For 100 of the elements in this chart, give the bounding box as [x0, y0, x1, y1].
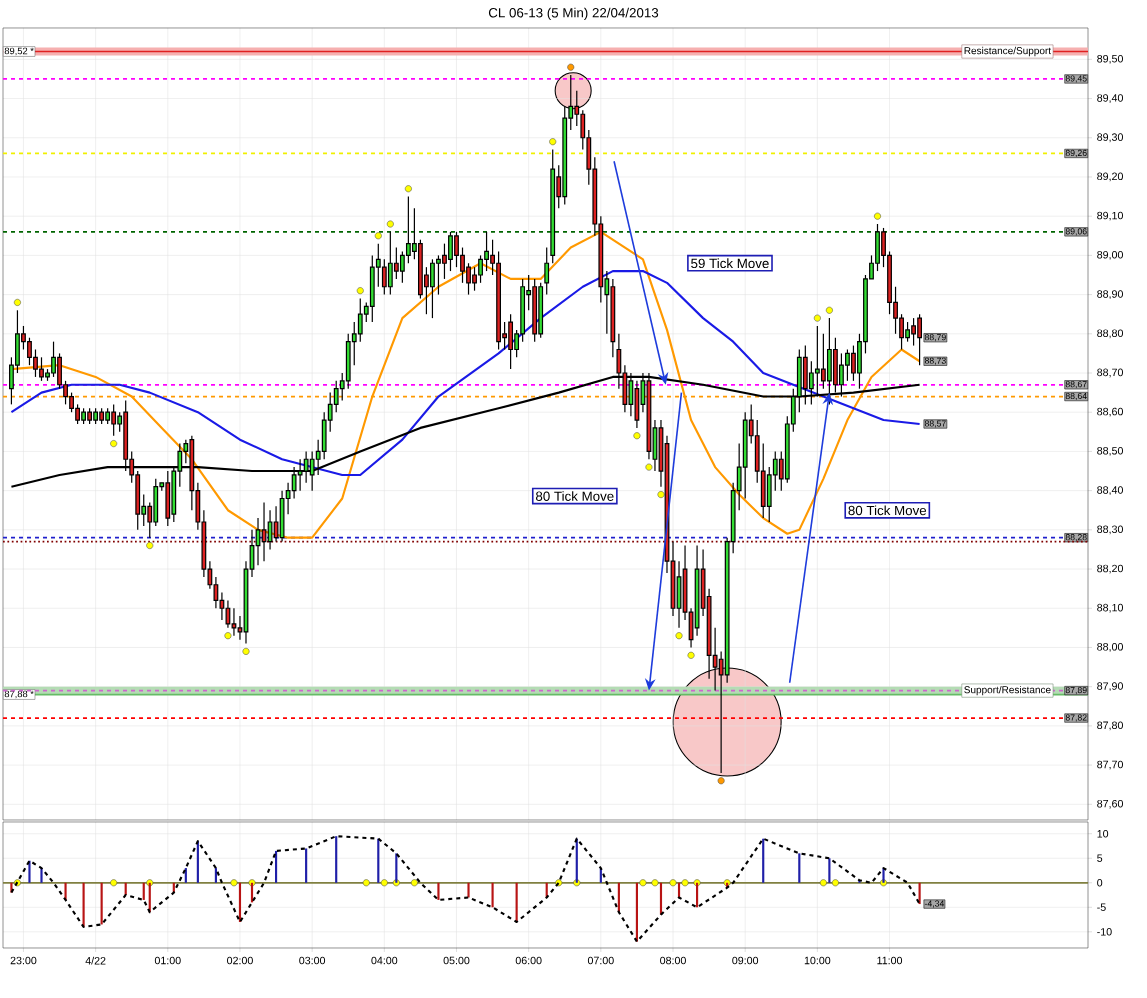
ref-line-label: 87,82 [1065, 714, 1087, 722]
y-tick-label: 5 [1097, 854, 1103, 862]
y-tick-label: -10 [1097, 928, 1112, 936]
ref-line-label: 88,67 [1065, 381, 1087, 389]
bar [100, 882, 103, 925]
point [110, 440, 118, 448]
y-tick-label: 89,10 [1097, 211, 1123, 221]
bar [695, 882, 699, 908]
y-tick-label: 0 [1097, 879, 1103, 887]
candlestick [231, 607, 237, 637]
x-tick-label: 01:00 [154, 956, 181, 965]
bar [635, 882, 639, 942]
x-tick-label: 09:00 [732, 956, 759, 965]
x-tick-label: 04:00 [371, 956, 398, 965]
bar [335, 836, 338, 883]
ref-line-label: 89,45 [1065, 75, 1087, 83]
bar [28, 860, 31, 883]
bar [395, 853, 398, 883]
point [13, 298, 21, 306]
point [567, 63, 575, 71]
point [874, 212, 881, 220]
annotation: 88,57 [924, 420, 946, 428]
chart-title: CL 06-13 (5 Min) 22/04/2013 [488, 7, 659, 21]
point [549, 138, 557, 146]
y-tick-label: 88,20 [1097, 564, 1123, 574]
bar [274, 850, 278, 883]
bar [305, 848, 308, 883]
band-label: Support/Resistance [964, 685, 1051, 696]
x-tick-label: 06:00 [515, 956, 542, 965]
band-label: Resistance/Support [964, 46, 1051, 57]
bar [184, 868, 187, 883]
x-tick-label: 11:00 [877, 956, 903, 965]
annotation: 88,73 [924, 357, 946, 365]
point [242, 647, 250, 655]
y-tick-label: 10 [1097, 829, 1109, 838]
ref-line-label: 89,06 [1065, 228, 1087, 236]
point [675, 632, 683, 640]
point [825, 306, 833, 314]
x-tick-label: 02:00 [227, 956, 253, 965]
bar [491, 882, 494, 908]
y-tick-label: 88,00 [1097, 643, 1123, 652]
bar [918, 882, 921, 905]
x-tick-label: 23:00 [10, 956, 37, 965]
x-tick-label: 05:00 [443, 956, 470, 965]
y-tick-label: 88,40 [1097, 486, 1123, 496]
point [386, 220, 394, 228]
point [224, 632, 232, 640]
y-tick-label: 89,50 [1097, 54, 1123, 64]
y-tick-label: 88,80 [1097, 329, 1123, 339]
point [813, 314, 821, 322]
y-tick-label: 87,70 [1097, 760, 1123, 770]
bar [214, 868, 217, 883]
point [146, 542, 154, 549]
y-tick-label: 89,20 [1097, 172, 1123, 182]
bar [40, 868, 43, 883]
y-tick-label: 88,10 [1097, 603, 1123, 613]
bar [377, 838, 380, 883]
y-tick-label: 87,90 [1097, 682, 1123, 692]
x-tick-label: 08:00 [660, 956, 686, 965]
point [687, 651, 695, 659]
ref-line-label: 88,28 [1065, 534, 1087, 542]
x-tick-label: 10:00 [804, 956, 831, 965]
bar [798, 853, 801, 883]
ref-line-label: 89,52 * [4, 47, 34, 56]
y-tick-label: 88,70 [1097, 368, 1123, 378]
point [657, 491, 665, 499]
y-tick-label: 89,00 [1097, 250, 1123, 260]
annotation: 80 Tick Move [848, 505, 927, 516]
annotation: 59 Tick Move [691, 258, 769, 269]
ref-line-label: 87,89 [1065, 687, 1087, 695]
ref-line-label: 88,64 [1065, 392, 1087, 401]
ref-line-label: 87,88 * [4, 690, 34, 699]
y-tick-label: 88,50 [1097, 447, 1123, 456]
y-tick-label: 89,40 [1097, 94, 1123, 103]
y-tick-label: 88,90 [1097, 290, 1123, 299]
annotation: 88,79 [924, 334, 946, 342]
y-tick-label: -5 [1097, 903, 1106, 912]
bar [467, 882, 470, 898]
point [633, 432, 641, 440]
y-tick-label: 88,60 [1097, 407, 1123, 417]
point [404, 185, 412, 193]
bar [82, 882, 85, 927]
bar [250, 882, 254, 903]
point [356, 287, 364, 295]
point [374, 232, 382, 240]
bar [762, 838, 765, 883]
bar [437, 882, 440, 900]
bar [142, 882, 145, 900]
bar [828, 858, 831, 883]
ref-line-label: 89,26 [1065, 149, 1087, 158]
y-tick-label: 87,80 [1097, 721, 1123, 731]
annotation: 80 Tick Move [536, 491, 614, 501]
x-tick-label: 07:00 [587, 956, 614, 965]
point [717, 777, 725, 785]
bar [882, 868, 885, 883]
x-tick-label: 4/22 [85, 956, 106, 965]
y-tick-label: 88,30 [1097, 525, 1123, 535]
y-tick-label: 89,30 [1097, 133, 1123, 143]
point [645, 463, 653, 471]
annotation: -4,34 [924, 900, 945, 908]
